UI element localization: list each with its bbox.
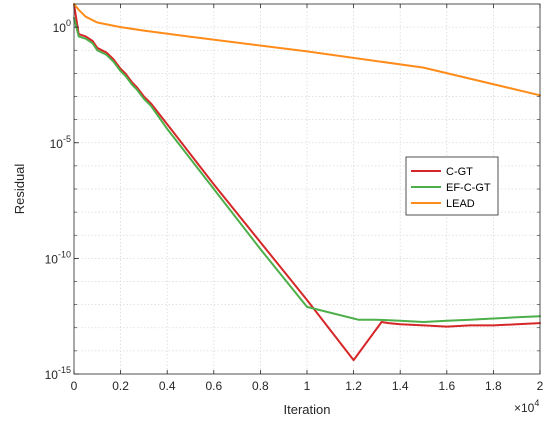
y-tick-label-base: 10 — [53, 21, 67, 35]
series-line-c-gt — [73, 3, 541, 362]
x-multiplier-base: ×10 — [514, 401, 535, 415]
series-line-lead — [73, 3, 541, 97]
y-tick-label: 10-10 — [45, 249, 71, 266]
x-tick-label: 1 — [304, 379, 311, 393]
legend-label-c-gt: C-GT — [446, 166, 473, 178]
y-tick-label-base: 10 — [45, 252, 59, 266]
legend-label-lead: LEAD — [446, 198, 475, 210]
x-tick-label: 1.8 — [485, 379, 502, 393]
y-tick-label: 100 — [53, 18, 71, 35]
x-tick-label: 0.8 — [252, 379, 269, 393]
x-tick-label: 0.2 — [112, 379, 129, 393]
y-tick-label-exponent: -15 — [58, 365, 71, 375]
series-lines — [73, 3, 541, 362]
series-line-ef-c-gt — [73, 16, 541, 323]
legend-label-ef-c-gt: EF-C-GT — [446, 182, 491, 194]
x-multiplier-exp: 4 — [534, 398, 539, 408]
tick-marks — [73, 4, 541, 375]
x-tick-label: 1.4 — [392, 379, 409, 393]
grid — [74, 4, 540, 374]
x-tick-label: 2 — [537, 379, 544, 393]
x-tick-label: 1.2 — [345, 379, 362, 393]
y-tick-label-exponent: -10 — [58, 249, 71, 259]
legend: C-GT EF-C-GT LEAD — [405, 156, 499, 216]
x-tick-label: 0 — [71, 379, 78, 393]
x-axis-multiplier: ×104 — [514, 398, 539, 415]
x-tick-label: 1.6 — [438, 379, 455, 393]
y-axis-label: Residual — [12, 164, 27, 215]
x-tick-labels: 0 0.2 0.4 0.6 0.8 1 1.2 1.4 1.6 1.8 2 — [71, 379, 544, 393]
y-tick-label-base: 10 — [50, 137, 64, 151]
y-tick-label-exponent: 0 — [66, 18, 71, 28]
y-tick-label: 10-15 — [45, 365, 71, 382]
y-tick-label-exponent: -5 — [63, 134, 71, 144]
x-tick-label: 0.6 — [205, 379, 222, 393]
x-tick-label: 0.4 — [159, 379, 176, 393]
x-axis-label: Iteration — [284, 402, 331, 417]
y-tick-label-base: 10 — [45, 368, 59, 382]
y-tick-label: 10-5 — [50, 134, 71, 151]
